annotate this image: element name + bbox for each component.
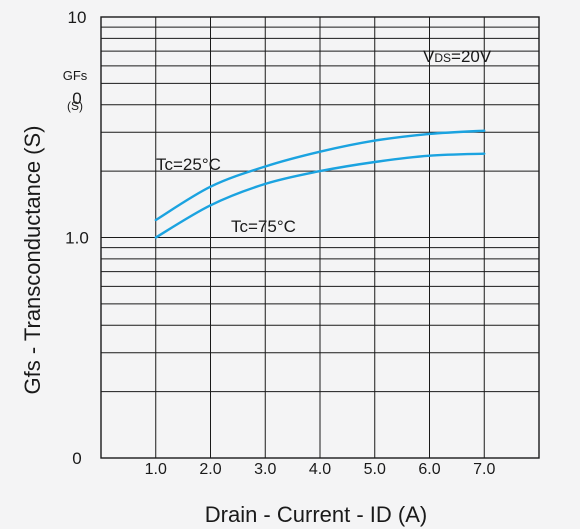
data-point xyxy=(428,132,431,136)
y-axis-inset-label-line1: GFs xyxy=(63,68,88,83)
annotation-vds-main: V xyxy=(423,47,435,66)
x-tick-label: 6.0 xyxy=(418,461,440,478)
y-tick-label: 10 xyxy=(68,8,87,27)
x-tick-label: 4.0 xyxy=(309,461,331,478)
data-point xyxy=(373,160,376,164)
grid-lines xyxy=(100,17,540,459)
x-axis-label: Drain - Current - ID (A) xyxy=(205,502,427,527)
data-point xyxy=(483,129,486,132)
y-tick-labels: 10 0 1.0 0 xyxy=(65,8,89,468)
data-point xyxy=(318,150,322,153)
series-label-tc25: Tc=25°C xyxy=(156,155,221,174)
data-point xyxy=(428,154,431,157)
y-tick-label: 0 xyxy=(72,449,81,468)
y-axis-inset-label-line2: (S) xyxy=(67,99,83,113)
data-point xyxy=(483,152,486,155)
annotation-vds: VDS=20V xyxy=(423,47,492,66)
data-series xyxy=(154,129,486,239)
x-tick-label: 2.0 xyxy=(199,461,221,478)
x-tick-label: 7.0 xyxy=(473,461,495,478)
x-tick-label: 1.0 xyxy=(145,461,167,478)
annotation-vds-sub: DS xyxy=(434,51,451,65)
y-tick-label: 1.0 xyxy=(65,229,89,248)
x-tick-label: 5.0 xyxy=(364,461,386,478)
data-point xyxy=(264,182,267,186)
x-tick-label: 3.0 xyxy=(254,461,276,478)
data-point xyxy=(373,139,376,142)
data-point xyxy=(209,204,212,207)
x-tick-labels: 1.0 2.0 3.0 4.0 5.0 6.0 7.0 xyxy=(145,461,496,478)
annotation-vds-rest: =20V xyxy=(451,47,492,66)
y-axis-label: Gfs - Transconductance (S) xyxy=(20,126,45,395)
data-point xyxy=(154,218,157,222)
y-tick-label: 0 xyxy=(72,89,81,108)
data-point xyxy=(264,165,267,168)
series-label-tc75: Tc=75°C xyxy=(231,217,296,236)
data-point xyxy=(318,169,322,173)
plot-frame xyxy=(100,16,540,459)
data-point xyxy=(154,236,157,239)
data-point xyxy=(209,185,212,188)
